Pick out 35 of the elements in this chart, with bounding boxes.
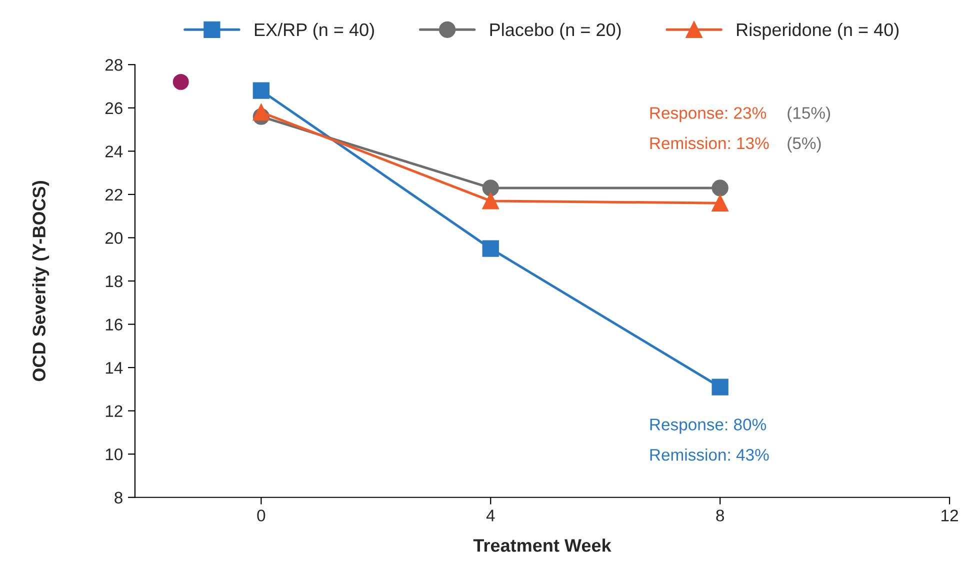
point — [482, 180, 499, 196]
x-tick-label: 0 — [257, 510, 266, 522]
x-tick-label: 8 — [716, 510, 724, 522]
annotation: Response: 80% — [650, 418, 766, 434]
point — [252, 104, 270, 121]
annotation: Remission: 13% — [650, 136, 769, 150]
legend-label: EX/RP (n = 40) — [254, 22, 374, 40]
point — [482, 240, 499, 257]
annotation: (5%) — [788, 136, 821, 152]
point — [482, 192, 499, 210]
annotation: Remission: 43% — [650, 448, 769, 461]
y-tick-label: 22 — [105, 188, 122, 200]
point — [712, 180, 728, 196]
point — [712, 378, 728, 396]
y-tick-label: 18 — [106, 275, 122, 288]
y-tick-label: 24 — [105, 146, 123, 158]
legend-label: Risperidone (n = 40) — [737, 22, 899, 40]
x-tick-label: 4 — [486, 510, 495, 522]
y-axis-title: OCD Severity (Y-BOCS) — [32, 181, 50, 382]
annotation: Response: 23% — [650, 107, 766, 122]
y-tick-label: 26 — [105, 102, 122, 114]
x-tick-label: 12 — [942, 510, 958, 522]
y-tick-label: 20 — [105, 232, 123, 244]
x-axis-title: Treatment Week — [473, 538, 612, 552]
y-tick-label: 28 — [105, 59, 122, 71]
point — [172, 74, 189, 90]
legend-label: Placebo (n = 20) — [490, 22, 621, 40]
annotation: (15%) — [788, 106, 830, 122]
y-tick-label: 16 — [106, 318, 122, 330]
y-tick-label: 8 — [114, 492, 122, 504]
point — [712, 194, 728, 212]
point — [252, 82, 270, 99]
y-tick-label: 14 — [106, 362, 123, 374]
y-tick-label: 12 — [106, 405, 122, 417]
y-tick-label: 10 — [106, 448, 123, 460]
